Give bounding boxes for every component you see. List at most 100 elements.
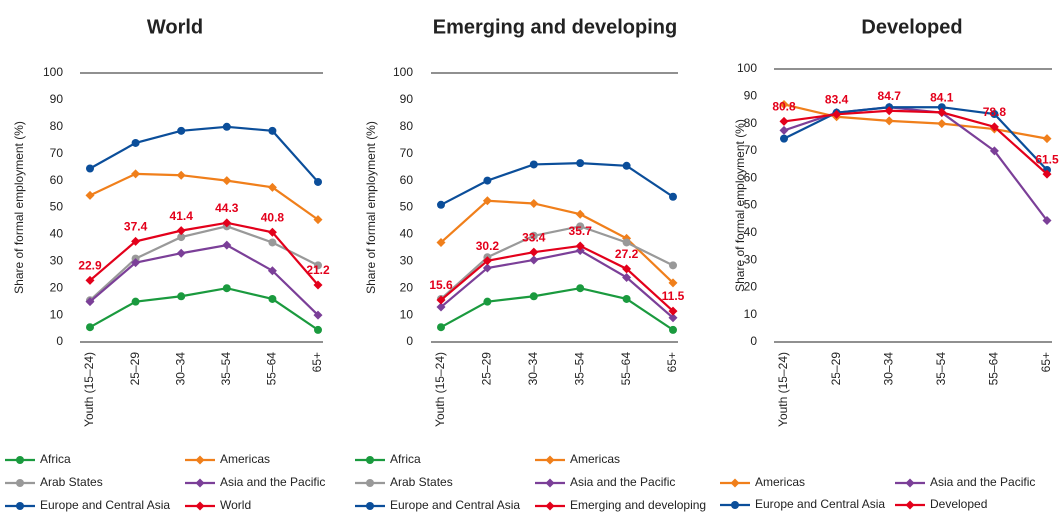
- chart-title: Emerging and developing: [433, 16, 677, 38]
- y-tick-label: 100: [43, 65, 63, 79]
- marker: [529, 160, 538, 169]
- chart-title: Developed: [861, 16, 962, 38]
- marker: [575, 209, 585, 219]
- marker: [268, 238, 277, 247]
- marker: [177, 233, 186, 242]
- marker: [131, 236, 141, 246]
- marker: [1042, 169, 1052, 179]
- marker: [529, 231, 538, 240]
- marker: [622, 238, 631, 247]
- marker: [437, 200, 445, 209]
- data-label: 33.4: [522, 230, 546, 244]
- y-tick-label: 100: [393, 65, 413, 79]
- marker: [669, 192, 677, 201]
- legend-label: Europe and Central Asia: [390, 498, 520, 512]
- series-line: [89, 221, 319, 286]
- marker: [669, 261, 677, 270]
- legend-marker: [366, 502, 374, 510]
- marker: [576, 222, 585, 231]
- data-label: 30.2: [476, 239, 500, 253]
- marker: [668, 278, 678, 288]
- y-tick-label: 50: [50, 200, 64, 214]
- y-tick-label: 0: [750, 334, 757, 348]
- marker: [1042, 134, 1052, 144]
- series-line: [89, 125, 319, 183]
- data-label: 15.6: [429, 278, 453, 292]
- y-tick-label: 30: [744, 252, 758, 266]
- marker: [131, 169, 141, 179]
- marker: [779, 116, 789, 126]
- marker: [267, 227, 277, 237]
- marker: [529, 255, 539, 265]
- legend-label: Asia and the Pacific: [220, 475, 325, 489]
- marker: [85, 297, 95, 307]
- data-label: 84.7: [878, 89, 902, 103]
- x-tick-label: 55–64: [619, 352, 633, 386]
- marker: [222, 284, 231, 293]
- x-tick-label: 30–34: [526, 352, 540, 386]
- marker: [436, 237, 446, 247]
- marker: [483, 176, 492, 185]
- data-label: 78.8: [983, 105, 1007, 119]
- data-label: 22.9: [78, 259, 102, 273]
- x-tick-label: 35–54: [572, 352, 586, 386]
- marker: [622, 272, 632, 282]
- series-line: [440, 162, 674, 206]
- legend-label: Arab States: [390, 475, 453, 489]
- y-axis-title: Share of formal employment (%): [733, 119, 747, 292]
- legend-marker: [545, 478, 555, 488]
- marker: [177, 292, 186, 301]
- marker: [436, 295, 446, 305]
- x-tick-label: Youth (15–24): [82, 352, 96, 427]
- marker: [268, 294, 277, 303]
- data-label: 35.7: [569, 224, 593, 238]
- y-tick-label: 10: [50, 307, 64, 321]
- x-tick-label: 55–64: [987, 352, 1001, 386]
- x-tick-label: 30–34: [173, 352, 187, 386]
- y-tick-label: 50: [744, 198, 758, 212]
- marker: [529, 198, 539, 208]
- x-tick-label: 25–29: [480, 352, 494, 386]
- marker: [86, 164, 94, 173]
- marker: [622, 264, 632, 274]
- legend-marker: [195, 501, 205, 511]
- legend-label: Asia and the Pacific: [930, 475, 1035, 489]
- x-tick-label: 55–64: [265, 352, 279, 386]
- series-line: [783, 106, 1048, 171]
- y-tick-label: 100: [737, 61, 757, 75]
- marker: [622, 161, 631, 170]
- y-tick-label: 0: [56, 334, 63, 348]
- marker: [176, 248, 186, 258]
- x-tick-label: 35–54: [219, 352, 233, 386]
- marker: [222, 122, 231, 131]
- marker: [989, 146, 999, 156]
- y-tick-label: 90: [400, 92, 414, 106]
- y-tick-label: 20: [50, 280, 64, 294]
- series-line: [440, 249, 674, 319]
- x-tick-label: Youth (15–24): [776, 352, 790, 427]
- data-label: 84.1: [930, 91, 954, 105]
- x-tick-label: Youth (15–24): [433, 352, 447, 427]
- marker: [131, 258, 141, 268]
- legend-label: Americas: [220, 452, 270, 466]
- marker: [482, 256, 492, 266]
- legend-marker: [195, 478, 205, 488]
- legend-label: Arab States: [40, 475, 103, 489]
- y-tick-label: 70: [400, 146, 414, 160]
- marker: [313, 215, 323, 225]
- data-label: 40.8: [261, 210, 285, 224]
- legend-label: Americas: [570, 452, 620, 466]
- legend-marker: [195, 455, 205, 465]
- marker: [131, 297, 140, 306]
- legend-marker: [731, 501, 739, 509]
- marker: [937, 119, 947, 129]
- legend-label: World: [220, 498, 251, 512]
- data-label: 37.4: [124, 220, 148, 234]
- legend-label: Europe and Central Asia: [755, 497, 885, 511]
- marker: [437, 323, 445, 332]
- marker: [884, 116, 894, 126]
- legend-label: Americas: [755, 475, 805, 489]
- y-tick-label: 60: [400, 173, 414, 187]
- marker: [177, 126, 186, 135]
- y-tick-label: 70: [744, 143, 758, 157]
